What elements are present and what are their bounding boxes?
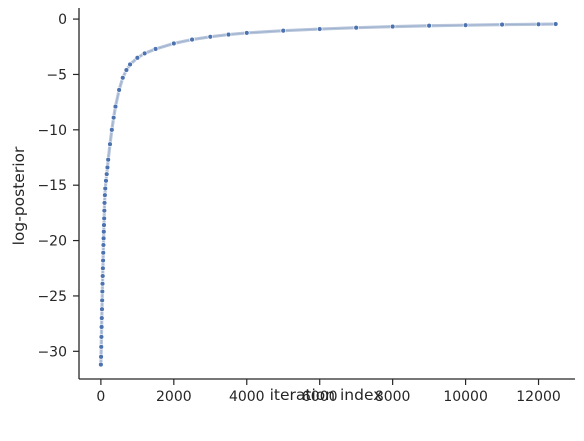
data-point (98, 361, 104, 368)
data-point (225, 31, 232, 38)
data-point (134, 55, 141, 61)
data-point (99, 315, 105, 321)
data-point (102, 185, 109, 192)
data-point (99, 273, 106, 279)
data-point (244, 30, 250, 36)
data-point (102, 192, 108, 198)
data-point (101, 222, 107, 228)
plot-marks (98, 21, 559, 368)
data-point (98, 354, 104, 360)
x-tick-label: 0 (96, 389, 105, 405)
data-point (116, 87, 122, 93)
data-point (499, 21, 505, 28)
data-point (462, 22, 469, 28)
data-point (103, 171, 110, 177)
x-tick-label: 8000 (375, 389, 411, 405)
data-point (280, 27, 286, 34)
data-point (316, 26, 323, 32)
data-point (141, 50, 148, 57)
data-point (552, 21, 559, 27)
data-point (100, 249, 107, 256)
data-point (127, 61, 133, 68)
x-tick-label: 4000 (229, 389, 265, 405)
y-tick-label: −20 (37, 234, 67, 250)
data-point (100, 265, 106, 272)
x-tick-label: 6000 (302, 389, 338, 405)
y-tick-label: −30 (37, 344, 67, 360)
trace-band (99, 22, 558, 367)
data-point (100, 257, 106, 264)
data-point (100, 242, 107, 248)
data-point (98, 334, 105, 340)
data-point (98, 344, 104, 350)
data-point (120, 75, 126, 81)
y-tick-label: −10 (37, 123, 67, 139)
y-tick-label: −5 (46, 67, 67, 83)
data-point (104, 164, 111, 171)
x-tick-label: 12000 (516, 389, 561, 405)
x-tick-label: 10000 (443, 389, 488, 405)
data-point (535, 21, 542, 28)
trace-line (100, 23, 556, 365)
x-axis-label: iteration index (270, 386, 383, 404)
data-point (99, 306, 105, 312)
y-axis-label: log-posterior (10, 146, 28, 245)
data-point (101, 207, 108, 214)
data-point (101, 200, 108, 206)
data-point (99, 288, 106, 295)
data-point (189, 36, 195, 43)
y-tick-label: −15 (37, 178, 67, 194)
axes: 0 2000 4000 6000 8000 10000 12000 −30 −25 −20 −15 −… (37, 8, 575, 405)
data-point (123, 67, 130, 73)
data-point (207, 34, 214, 40)
data-point (99, 297, 105, 304)
data-point (101, 215, 107, 222)
data-point (103, 178, 109, 184)
data-point (110, 114, 117, 121)
data-point (171, 40, 177, 47)
data-point (100, 235, 107, 242)
data-point (426, 22, 432, 29)
data-point (353, 24, 359, 31)
data-point (99, 281, 106, 287)
data-point (98, 324, 105, 330)
x-tick-label: 2000 (156, 389, 192, 405)
data-point (112, 103, 119, 110)
data-point (107, 141, 113, 147)
y-tick-label: −25 (37, 289, 67, 305)
data-point (389, 23, 396, 30)
data-point (109, 127, 115, 133)
data-point (101, 228, 107, 235)
y-tick-label: 0 (58, 12, 67, 28)
data-point (152, 46, 159, 52)
data-point (105, 156, 111, 163)
